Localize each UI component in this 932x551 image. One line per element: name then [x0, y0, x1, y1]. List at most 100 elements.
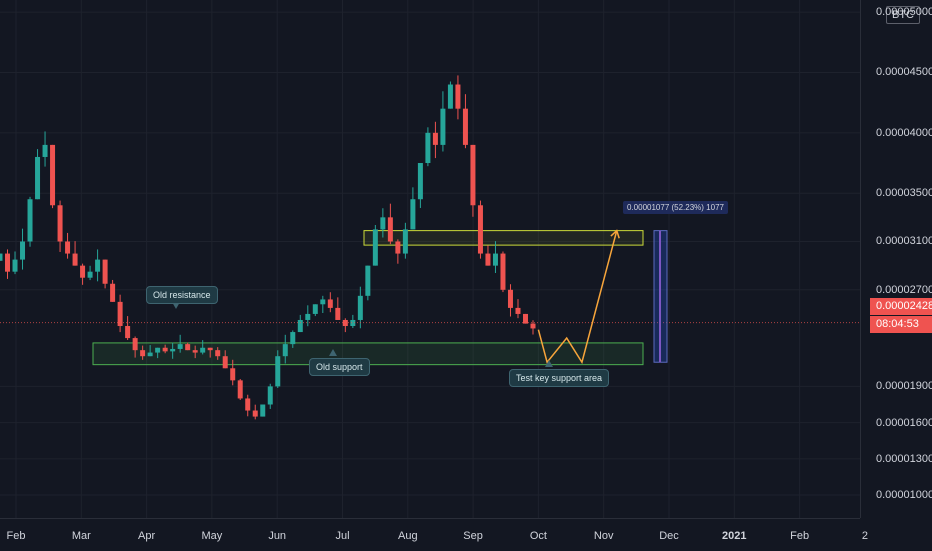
candle-body — [440, 108, 446, 145]
price-tick-label: 0.00001300 — [876, 452, 932, 465]
candle-body — [230, 368, 236, 381]
candle-body — [402, 229, 408, 254]
candle-body — [282, 344, 288, 357]
candle-body — [462, 108, 468, 145]
candle-body — [5, 253, 11, 272]
candle-body — [87, 271, 93, 278]
chart-canvas[interactable] — [0, 0, 860, 518]
candle-countdown-tag: 08:04:53 — [870, 316, 932, 333]
candle-body — [522, 313, 528, 324]
callout-pointer — [545, 360, 553, 367]
projection-path[interactable] — [537, 230, 618, 365]
candle-body — [432, 132, 438, 145]
time-tick-label: Nov — [593, 530, 614, 542]
candle-body — [350, 319, 356, 327]
time-tick-label: Aug — [398, 530, 418, 542]
price-axis[interactable] — [860, 0, 932, 518]
candle-body — [410, 199, 416, 230]
price-tick-label: 0.00001900 — [876, 380, 932, 393]
time-axis[interactable] — [0, 518, 860, 551]
annotation-old-support[interactable]: Old support — [309, 358, 370, 376]
candle-body — [12, 259, 18, 272]
candle-body — [42, 144, 48, 157]
currency-badge[interactable]: BTC — [886, 6, 920, 24]
candle-body — [57, 205, 63, 242]
candle-body — [215, 350, 221, 357]
time-tick-label: Mar — [71, 530, 91, 542]
candle-body — [20, 241, 26, 260]
candle-body — [170, 348, 176, 352]
candle-body — [110, 283, 116, 302]
time-tick-label: Feb — [6, 530, 26, 542]
candle-body — [492, 253, 498, 266]
candle-body — [335, 307, 341, 320]
projection-arrowhead — [610, 229, 620, 239]
time-tick-label: Feb — [790, 530, 810, 542]
candle-body — [320, 299, 326, 305]
price-tick-label: 0.00002700 — [876, 283, 932, 296]
candle-body — [0, 253, 3, 261]
candle-body — [222, 356, 228, 369]
candle-body — [207, 347, 213, 351]
candle-body — [455, 84, 461, 109]
candle-body — [140, 350, 146, 357]
candle-body — [252, 410, 258, 417]
candle-body — [425, 132, 431, 164]
candle-body — [297, 319, 303, 333]
candle-body — [477, 205, 483, 254]
candle-body — [395, 241, 401, 254]
candle-body — [267, 386, 273, 405]
candle-body — [470, 144, 476, 206]
time-tick-label: Sep — [463, 530, 483, 542]
candle-body — [290, 332, 296, 345]
price-tick-label: 0.00001600 — [876, 416, 932, 429]
time-tick-label: 2021 — [722, 530, 747, 542]
measure-label[interactable]: 0.00001077 (52.23%) 1077 — [623, 201, 728, 214]
time-tick-label: 2 — [861, 530, 868, 542]
price-tick-label: 0.00003500 — [876, 187, 932, 200]
candle-body — [147, 352, 153, 357]
candle-body — [192, 350, 198, 353]
candle-body — [35, 156, 41, 200]
candle-body — [80, 265, 86, 278]
candle-body — [117, 301, 123, 327]
candle-body — [132, 338, 138, 351]
candle-body — [237, 380, 243, 399]
candle-body — [305, 313, 311, 320]
candle-body — [185, 344, 191, 351]
candle-body — [102, 259, 108, 284]
time-tick-label: Dec — [659, 530, 679, 542]
candle-body — [365, 265, 371, 296]
candle-body — [387, 217, 393, 242]
price-tick-label: 0.00005000 — [876, 6, 932, 19]
candle-body — [27, 199, 33, 242]
annotation-test-key-support[interactable]: Test key support area — [509, 369, 610, 387]
current-price-tag: 0.00002428 — [870, 298, 932, 315]
candle-body — [245, 398, 251, 411]
candle-body — [155, 347, 161, 353]
price-tick-label: 0.00001000 — [876, 489, 932, 502]
candle-body — [200, 347, 206, 353]
candle-body — [260, 404, 266, 417]
candle-body — [447, 84, 453, 109]
price-tick-label: 0.00004000 — [876, 126, 932, 139]
time-tick-label: Jul — [335, 530, 350, 542]
candle-body — [65, 241, 71, 254]
candle-body — [500, 253, 506, 290]
resistance-zone[interactable] — [363, 230, 644, 246]
time-tick-label: May — [201, 530, 223, 542]
candle-body — [417, 163, 423, 200]
candle-body — [177, 344, 183, 349]
candle-body — [507, 289, 513, 308]
candle-body — [485, 253, 491, 266]
candle-body — [50, 144, 56, 206]
candle-body — [162, 347, 168, 352]
annotation-old-resistance[interactable]: Old resistance — [146, 286, 218, 304]
candle-body — [125, 326, 131, 339]
candle-body — [515, 307, 521, 314]
time-tick-label: Jun — [268, 530, 287, 542]
time-tick-label: Apr — [138, 530, 156, 542]
candle-body — [530, 323, 536, 329]
candle-body — [372, 229, 378, 266]
candle-body — [95, 259, 101, 272]
